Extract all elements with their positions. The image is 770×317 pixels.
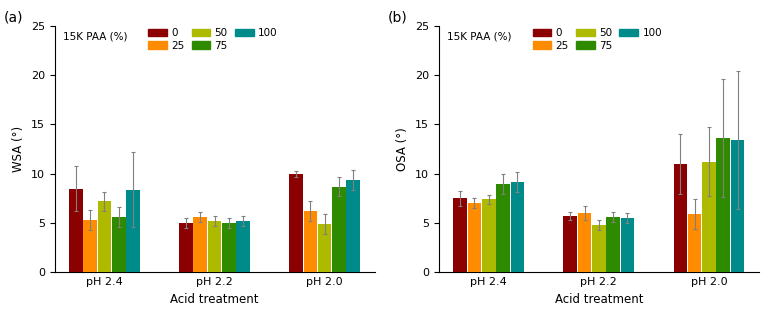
Bar xyxy=(511,182,524,273)
Bar xyxy=(193,217,207,273)
Y-axis label: WSA (°): WSA (°) xyxy=(12,126,25,172)
Text: (b): (b) xyxy=(387,11,407,25)
Bar xyxy=(222,223,236,273)
Bar xyxy=(290,174,303,273)
Legend: 0, 25, 50, 75, 100: 0, 25, 50, 75, 100 xyxy=(531,26,664,53)
Bar xyxy=(702,162,716,273)
Bar xyxy=(208,221,221,273)
Bar xyxy=(69,189,82,273)
Bar xyxy=(346,180,360,273)
Text: 15K PAA (%): 15K PAA (%) xyxy=(62,32,127,42)
X-axis label: Acid treatment: Acid treatment xyxy=(170,293,259,306)
Bar xyxy=(179,223,192,273)
Bar xyxy=(467,204,481,273)
Text: 15K PAA (%): 15K PAA (%) xyxy=(447,32,511,42)
Bar xyxy=(606,217,620,273)
Bar xyxy=(126,190,140,273)
Bar xyxy=(564,216,577,273)
Bar xyxy=(592,225,606,273)
Bar xyxy=(674,164,687,273)
Bar xyxy=(318,224,331,273)
Bar xyxy=(578,213,591,273)
Bar xyxy=(454,198,467,273)
Bar xyxy=(98,201,112,273)
Bar xyxy=(716,138,730,273)
X-axis label: Acid treatment: Acid treatment xyxy=(554,293,643,306)
Legend: 0, 25, 50, 75, 100: 0, 25, 50, 75, 100 xyxy=(146,26,280,53)
Y-axis label: OSA (°): OSA (°) xyxy=(397,127,410,171)
Bar xyxy=(621,218,634,273)
Bar xyxy=(236,221,250,273)
Bar xyxy=(83,220,97,273)
Bar xyxy=(332,187,346,273)
Bar xyxy=(731,140,745,273)
Text: (a): (a) xyxy=(3,11,23,25)
Bar xyxy=(112,217,126,273)
Bar xyxy=(497,184,510,273)
Bar xyxy=(688,214,701,273)
Bar xyxy=(303,211,317,273)
Bar xyxy=(482,199,496,273)
